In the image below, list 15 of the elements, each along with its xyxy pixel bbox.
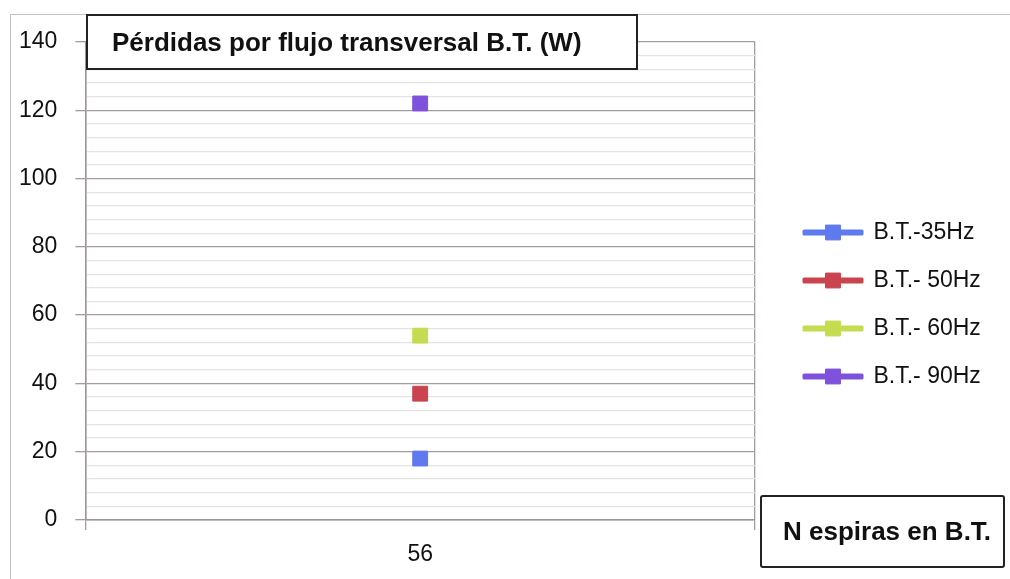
x-tick-label: 56 [407,539,433,566]
y-tick-label: 60 [31,300,58,327]
legend-label: B.T.- 50Hz [873,265,981,292]
y-tick-label: 80 [31,232,58,259]
legend-label: B.T.- 90Hz [873,361,981,388]
legend-label: B.T.- 60Hz [873,313,981,340]
y-tick-label: 120 [19,95,58,122]
y-tick-label: 100 [19,163,58,190]
chart-title: Pérdidas por flujo transversal B.T. (W) [86,14,638,70]
y-tick-label: 140 [19,27,58,54]
x-axis-title: N espiras en B.T. [760,495,1005,568]
y-tick-label: 0 [44,505,58,532]
legend-label: B.T.-35Hz [873,217,975,244]
y-tick-label: 20 [31,437,58,464]
y-tick-label: 40 [31,368,58,395]
